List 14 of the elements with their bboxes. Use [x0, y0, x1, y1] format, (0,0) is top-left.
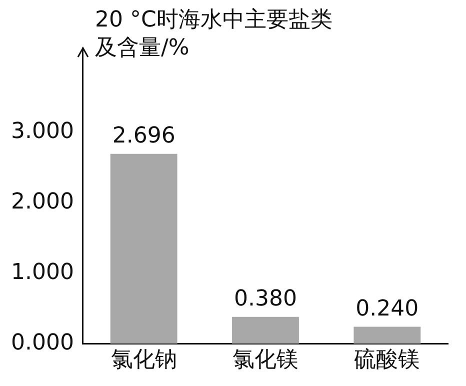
bar [110, 154, 178, 344]
x-tick-label: 氯化钠 [110, 348, 177, 373]
y-tick-label: 3.000 [10, 119, 74, 144]
x-tick-label: 氯化镁 [232, 348, 298, 373]
y-tick-label: 0.000 [10, 330, 74, 356]
x-tick-label: 硫酸镁 [354, 348, 420, 373]
y-axis-title: 20 °C时海水中主要盐类及含量/% [94, 8, 332, 61]
bar [354, 326, 421, 344]
data-label: 0.380 [234, 286, 297, 312]
y-tick-label: 2.000 [10, 190, 74, 215]
data-label: 2.696 [112, 124, 176, 149]
y-tick-label: 1.000 [10, 260, 74, 285]
data-label: 0.240 [356, 296, 419, 322]
bar [232, 316, 299, 344]
